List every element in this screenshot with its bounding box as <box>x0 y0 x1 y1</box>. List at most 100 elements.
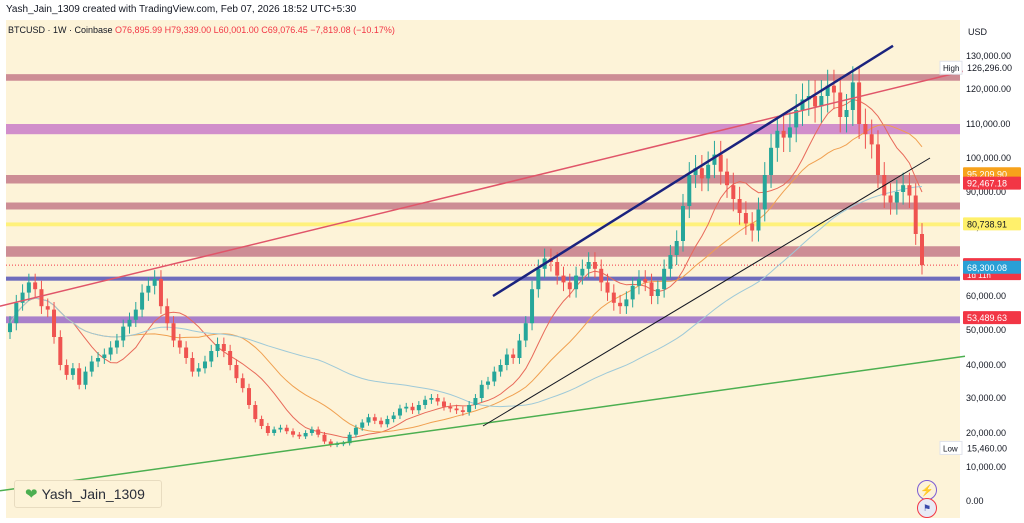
candle-body <box>913 195 918 234</box>
candle-body <box>920 234 924 266</box>
candle-body <box>234 365 239 379</box>
candle-body <box>77 368 82 385</box>
y-tick-label: 10,000.00 <box>966 462 1006 472</box>
candle-body <box>536 268 541 290</box>
candle-body <box>680 206 685 241</box>
price-tag-label: Low <box>943 444 958 453</box>
price-tag-value: 15,460.00 <box>967 443 1007 453</box>
candle-body <box>133 309 138 320</box>
candle-body <box>530 289 535 324</box>
y-tick-label: 120,000.00 <box>966 84 1011 94</box>
y-tick-label: 0.00 <box>966 496 984 506</box>
candle-body <box>718 154 723 172</box>
candle-body <box>844 110 849 117</box>
candle-body <box>894 192 899 203</box>
candle-body <box>448 406 453 409</box>
candle-body <box>20 292 25 303</box>
candle-body <box>737 199 742 213</box>
candle-body <box>517 340 522 358</box>
price-tag-value: 95,209.90 <box>967 169 1007 179</box>
price-tag-value: 92,467.18 <box>967 179 1007 189</box>
candle-body <box>410 406 415 411</box>
moving-average-50 <box>9 186 923 408</box>
y-tick-label: 20,000.00 <box>966 428 1006 438</box>
currency-label[interactable]: USD <box>968 27 988 37</box>
candle-body <box>360 422 365 428</box>
candle-body <box>523 323 528 341</box>
trendline-0 <box>0 70 966 307</box>
candle-body <box>888 195 893 203</box>
candle-body <box>800 99 805 110</box>
candle-body <box>322 434 327 442</box>
candle-body <box>467 405 472 412</box>
candle-body <box>825 85 830 96</box>
moving-average-10 <box>9 98 923 439</box>
candle-body <box>662 268 667 290</box>
candle-body <box>674 241 679 255</box>
zone-band-5 <box>6 246 960 257</box>
zone-band-0 <box>6 74 960 81</box>
trendline-1 <box>0 355 966 492</box>
price-tag-label-bg <box>939 440 963 455</box>
candle-body <box>624 299 629 307</box>
price-tag-value: 80,738.91 <box>967 219 1007 229</box>
candle-body <box>114 340 119 348</box>
candle-body <box>429 398 434 400</box>
candle-body <box>630 285 635 300</box>
y-tick-label: 90,000.00 <box>966 187 1006 197</box>
candle-body <box>379 420 384 425</box>
candle-body <box>26 282 31 293</box>
candle-body <box>228 351 233 365</box>
candle-body <box>14 302 19 324</box>
candle-body <box>328 441 333 445</box>
y-tick-label: 60,000.00 <box>966 291 1006 301</box>
candle-body <box>699 168 704 179</box>
candle-body <box>479 384 484 398</box>
moving-average-20 <box>9 124 923 433</box>
zone-band-7 <box>6 316 960 324</box>
candle-body <box>781 130 786 138</box>
candle-body <box>121 326 126 341</box>
candle-body <box>668 255 673 269</box>
symbol-legend: BTCUSD · 1W · Coinbase O76,895.99 H79,33… <box>8 25 395 35</box>
header-text: Yash_Jain_1309 created with TradingView.… <box>6 4 357 15</box>
candle-body <box>863 124 868 135</box>
candle-body <box>492 371 497 382</box>
candle-body <box>89 361 94 372</box>
candle-body <box>221 344 226 351</box>
candle-body <box>725 171 730 186</box>
candle-body <box>404 406 409 409</box>
candle-body <box>599 268 604 283</box>
candle-body <box>366 417 371 423</box>
candle-body <box>454 408 459 411</box>
candle-body <box>259 419 264 426</box>
flag-icon[interactable]: ⚑ <box>917 498 937 518</box>
candle-body <box>45 306 50 310</box>
candle-body <box>391 415 396 419</box>
candle-body <box>611 292 616 303</box>
symbol-name: BTCUSD · 1W · Coinbase <box>8 25 113 35</box>
price-chart[interactable]: 130,000.00 120,000.00 110,000.00 100,000.00… <box>0 20 1024 518</box>
candle-body <box>712 154 717 165</box>
candle-body <box>555 262 560 276</box>
candle-body <box>39 289 44 307</box>
price-tag-value: 53,489.63 <box>967 313 1007 323</box>
candle-body <box>787 127 792 138</box>
candle-body <box>215 344 220 351</box>
candle-body <box>511 354 516 358</box>
candle-body <box>706 164 711 179</box>
candle-body <box>618 302 623 307</box>
candle-body <box>265 426 270 433</box>
candle-body <box>272 429 277 433</box>
candle-body <box>196 368 201 372</box>
candle-body <box>592 262 597 269</box>
y-tick-label: 40,000.00 <box>966 360 1006 370</box>
candle-body <box>140 292 145 310</box>
price-tag-bg <box>963 311 1021 325</box>
lightning-icon[interactable]: ⚡ <box>917 480 937 500</box>
candle-body <box>504 354 509 365</box>
candle-body <box>636 279 641 286</box>
chart-area[interactable]: 130,000.00 120,000.00 110,000.00 100,000.00… <box>0 20 1024 518</box>
candle-body <box>8 323 12 333</box>
candle-body <box>605 282 610 293</box>
